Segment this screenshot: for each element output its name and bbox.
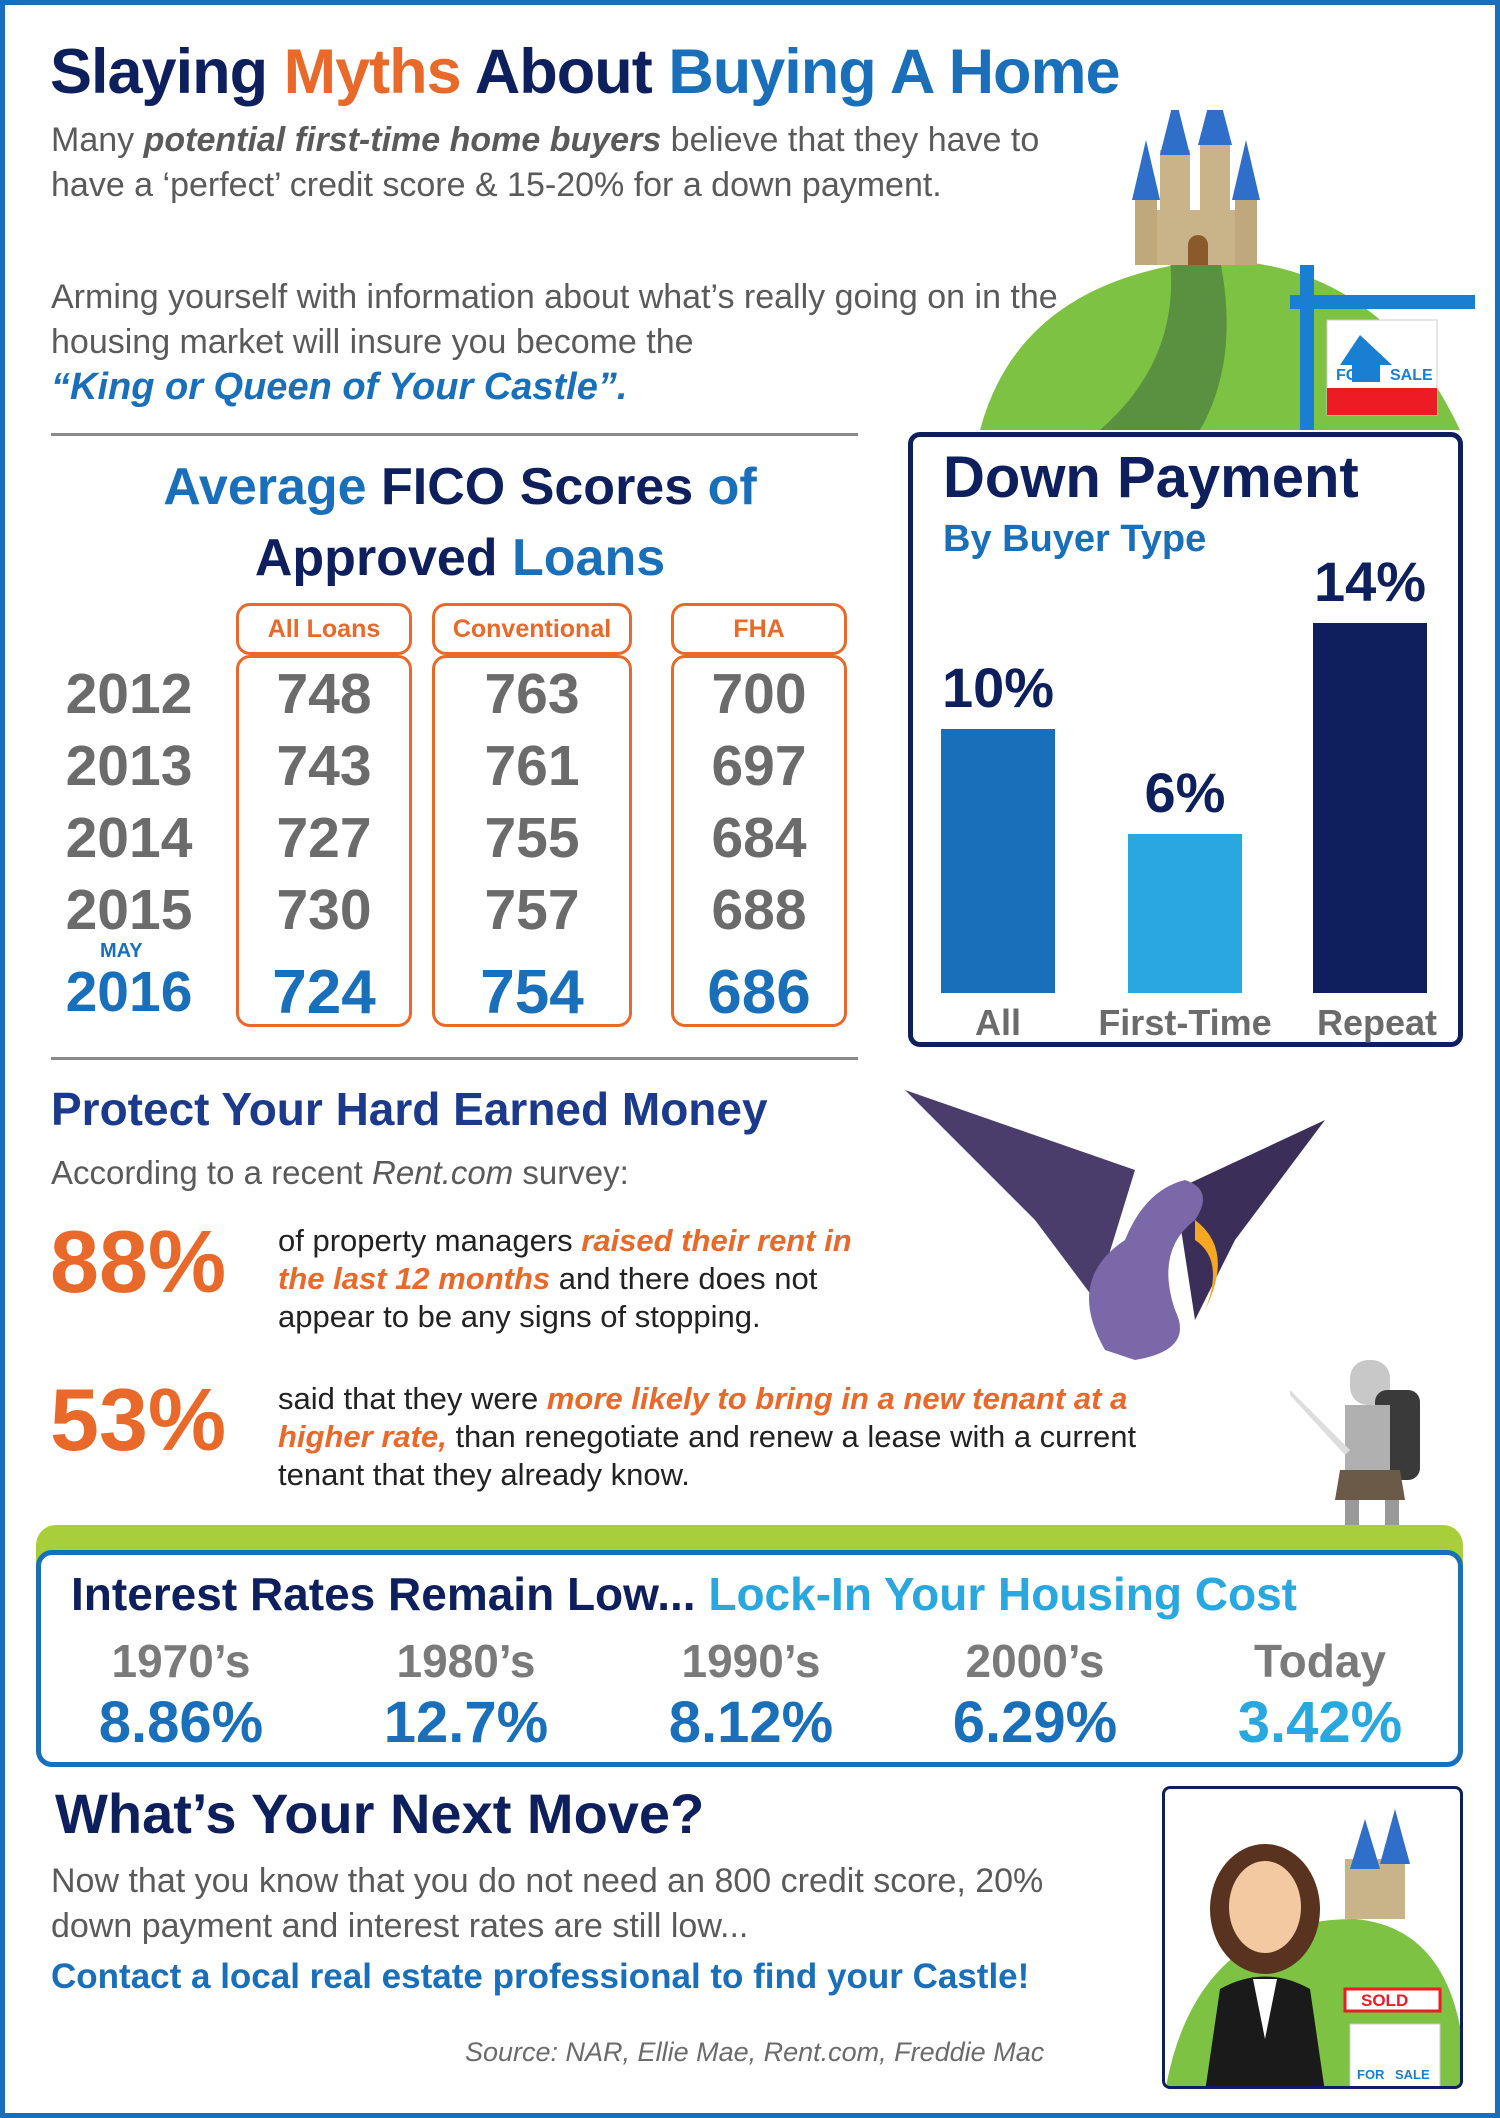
rate-period: Today	[1253, 1635, 1387, 1687]
down-payment-subtitle: By Buyer Type	[943, 518, 1207, 560]
stat-53-text: said that they were more likely to bring…	[278, 1381, 1137, 1492]
interest-rates-panel: Interest Rates Remain Low... Lock-In You…	[36, 1550, 1463, 1767]
fico-score: 686	[707, 958, 811, 1027]
bar-repeat	[1313, 623, 1427, 993]
intro-paragraph-2: Arming yourself with information about w…	[51, 278, 1058, 408]
svg-text:FOR: FOR	[1357, 2067, 1385, 2082]
fico-year: 2014	[65, 806, 193, 870]
fico-score: 754	[480, 958, 584, 1027]
bar-category-label: Repeat	[1316, 1002, 1438, 1043]
castle-icon	[1132, 110, 1260, 265]
down-payment-panel: Down Payment By Buyer Type 10% All 6% First…	[908, 432, 1463, 1047]
source-note: Source: NAR, Ellie Mae, Rent.com, Freddi…	[465, 2037, 1045, 2067]
down-payment-title: Down Payment	[943, 445, 1359, 510]
fico-score: 757	[484, 878, 580, 942]
contact-cta: Contact a local real estate professional…	[51, 1957, 1030, 1996]
may-label: MAY	[100, 940, 143, 962]
fico-score: 697	[711, 734, 807, 798]
fico-score: 761	[484, 734, 580, 798]
page-title: Slaying Myths About Buying A Home	[50, 37, 1121, 107]
fico-score: 727	[276, 806, 372, 870]
fico-year: 2013	[65, 734, 193, 798]
fico-score: 743	[276, 734, 372, 798]
fico-score: 700	[711, 662, 807, 726]
protect-intro: According to a recent Rent.com survey:	[51, 1154, 629, 1191]
fico-title: Average FICO Scores of Approved Loans	[163, 458, 757, 587]
svg-text:FOR: FOR	[1336, 367, 1370, 384]
rate-value: 8.12%	[668, 1690, 834, 1755]
agent-panel: SOLD FOR SALE	[1162, 1786, 1463, 2089]
rate-value: 8.86%	[98, 1690, 264, 1755]
stat-88-text: of property managers raised their rent i…	[278, 1223, 852, 1334]
fico-column-box	[671, 655, 847, 1027]
rate-period: 1980’s	[396, 1635, 536, 1687]
fico-score: 748	[276, 662, 372, 726]
fico-column-box	[432, 655, 632, 1027]
fico-score: 688	[711, 878, 807, 942]
bar-first-time	[1128, 834, 1242, 993]
knight-illustration	[1290, 1360, 1420, 1535]
divider	[51, 1057, 858, 1060]
protect-title: Protect Your Hard Earned Money	[51, 1083, 768, 1135]
fico-score: 684	[711, 806, 807, 870]
fico-column-header: Conventional	[432, 603, 632, 655]
intro-paragraph-1: Many potential first-time home buyers be…	[51, 121, 1040, 204]
fico-year: 2016	[65, 960, 193, 1024]
for-sale-sign-icon: FOR SALE	[1290, 265, 1475, 430]
realtor-agent-illustration: SOLD FOR SALE	[1166, 1809, 1460, 2086]
fico-score: 730	[276, 878, 372, 942]
stat-53-value: 53%	[50, 1370, 227, 1469]
divider	[51, 433, 858, 436]
bar-category-label: All	[974, 1002, 1021, 1043]
next-move-title: What’s Your Next Move?	[55, 1782, 705, 1845]
fico-score: 724	[272, 958, 376, 1027]
bar-value-label: 14%	[1313, 550, 1427, 613]
bar-category-label: First-Time	[1098, 1002, 1272, 1043]
fico-column-header: FHA	[671, 603, 847, 655]
dragon-illustration	[905, 1090, 1325, 1360]
stat-88-value: 88%	[50, 1212, 227, 1311]
castle-hill-illustration: FOR SALE	[980, 110, 1475, 430]
fico-year: 2015	[65, 878, 193, 942]
rate-value: 6.29%	[952, 1690, 1118, 1755]
fico-year: 2012	[65, 662, 193, 726]
svg-text:SOLD: SOLD	[1361, 1991, 1408, 2010]
interest-rates-title: Interest Rates Remain Low... Lock-In You…	[71, 1568, 1297, 1620]
rate-value: 3.42%	[1237, 1690, 1403, 1755]
svg-text:SALE: SALE	[1395, 2067, 1430, 2082]
rate-period: 1970’s	[111, 1635, 251, 1687]
fico-score: 763	[484, 662, 580, 726]
rate-period: 1990’s	[681, 1635, 821, 1687]
next-move-body: Now that you know that you do not need a…	[51, 1862, 1044, 1945]
fico-score: 755	[484, 806, 580, 870]
bar-value-label: 6%	[1144, 761, 1226, 825]
fico-column-box	[236, 655, 412, 1027]
rate-value: 12.7%	[383, 1690, 549, 1755]
bar-value-label: 10%	[941, 655, 1055, 719]
rate-period: 2000’s	[965, 1635, 1105, 1687]
fico-column-header: All Loans	[236, 603, 412, 655]
svg-text:SALE: SALE	[1390, 367, 1433, 384]
bar-all	[941, 728, 1055, 993]
